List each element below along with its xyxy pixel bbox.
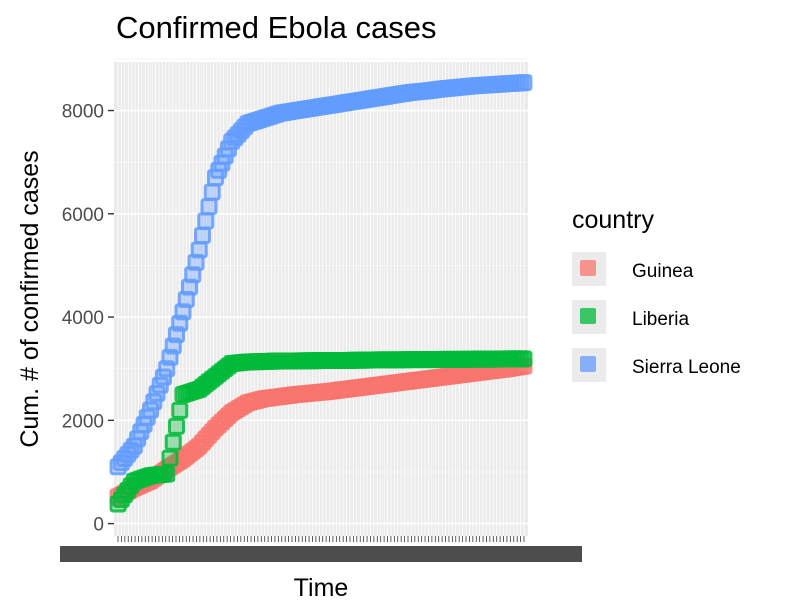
data-point (190, 241, 208, 259)
data-point (164, 433, 182, 451)
legend-key-liberia (572, 300, 606, 334)
data-point (515, 350, 533, 368)
y-tick-label: 8000 (62, 102, 104, 123)
series-sierra-leone (109, 74, 533, 476)
data-point (184, 266, 202, 284)
data-point (168, 417, 186, 435)
y-axis: 0 2000 4000 6000 8000 (62, 102, 114, 536)
data-point (161, 449, 179, 467)
x-tick-labels-overlapping (60, 546, 582, 562)
series-liberia (109, 350, 533, 513)
data-point (158, 465, 176, 483)
y-axis-label: Cum. # of confirmed cases (16, 150, 44, 447)
y-tick-label: 4000 (62, 308, 104, 329)
data-point (171, 401, 189, 419)
series-layer (109, 74, 533, 513)
y-tick-label: 2000 (62, 411, 104, 432)
data-point (200, 198, 218, 216)
legend-label-liberia: Liberia (632, 309, 690, 330)
data-point (193, 226, 211, 244)
legend-swatch-liberia (580, 308, 596, 324)
data-point (515, 74, 533, 92)
x-axis-ticks (60, 536, 582, 562)
data-point (187, 253, 205, 271)
legend-title: country (572, 206, 654, 234)
data-point (174, 303, 192, 321)
y-tick-label: 0 (93, 515, 104, 536)
y-tick-label: 6000 (62, 205, 104, 226)
x-axis-label: Time (294, 574, 349, 602)
legend: country Guinea Liberia Sierra Leone (560, 198, 770, 388)
chart-title: Confirmed Ebola cases (116, 10, 437, 45)
legend-key-guinea (572, 252, 606, 286)
legend-label-guinea: Guinea (632, 261, 694, 282)
legend-key-sierra-leone (572, 348, 606, 382)
data-point (177, 291, 195, 309)
data-point (197, 212, 215, 230)
legend-label-sierra-leone: Sierra Leone (632, 357, 741, 378)
data-point (203, 183, 221, 201)
legend-swatch-sierra-leone (580, 356, 596, 372)
legend-swatch-guinea (580, 260, 596, 276)
data-point (180, 278, 198, 296)
